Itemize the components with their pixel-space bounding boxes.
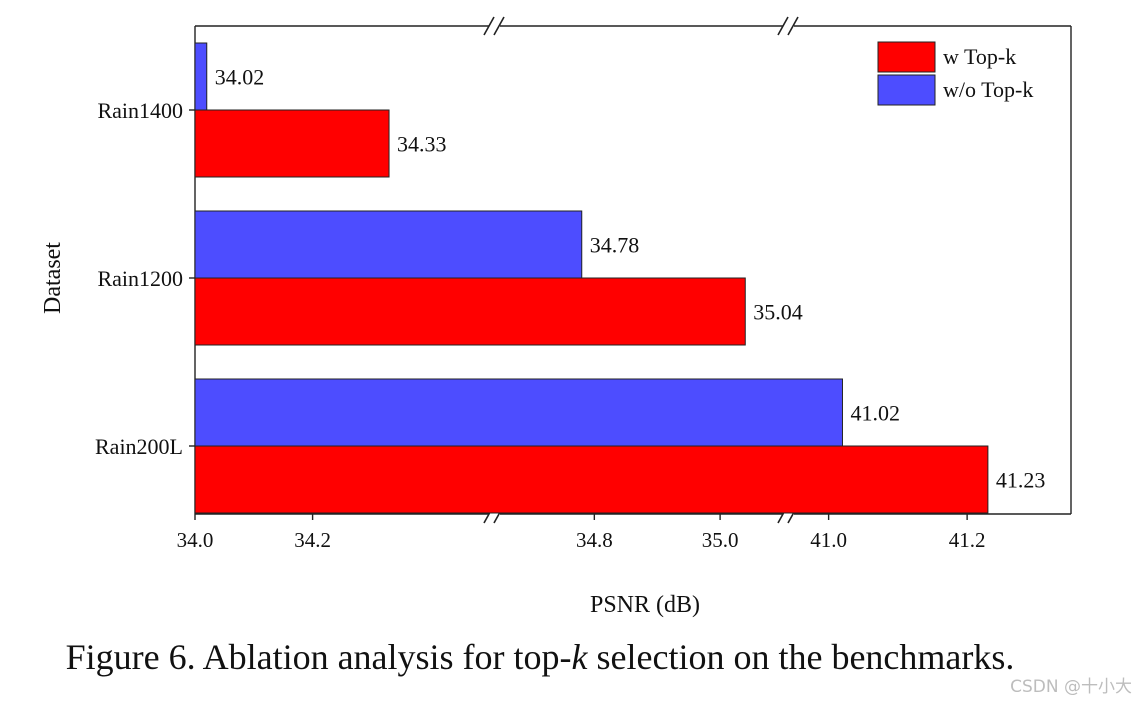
caption-k: k bbox=[571, 637, 588, 677]
bar bbox=[194, 42, 208, 111]
bar-data-label: 41.23 bbox=[996, 468, 1046, 493]
bar bbox=[194, 109, 390, 178]
y-tick-label: Rain200L bbox=[95, 434, 183, 459]
x-tick-label: 41.0 bbox=[810, 528, 847, 552]
axis-break-mark bbox=[777, 16, 789, 36]
bar-chart: 34.02 34.33 Rain1400 34.78 35.04 Rain1200 41.0… bbox=[40, 16, 1072, 618]
watermark-text: CSDN @十小大 bbox=[1010, 677, 1132, 697]
axis-break-mark bbox=[483, 16, 495, 36]
bar-data-label: 34.78 bbox=[590, 233, 640, 258]
axis-break-mark bbox=[787, 16, 799, 36]
bar-data-label: 34.33 bbox=[397, 132, 447, 157]
y-tick-label: Rain1200 bbox=[97, 266, 183, 291]
caption-suffix: selection on the benchmarks. bbox=[587, 637, 1015, 677]
bar-data-label: 41.02 bbox=[850, 401, 900, 426]
x-axis-label: PSNR (dB) bbox=[590, 592, 700, 618]
figure-caption: Figure 6. Ablation analysis for top-k se… bbox=[0, 636, 1080, 678]
bar bbox=[194, 210, 583, 279]
bar bbox=[194, 277, 746, 346]
y-axis-label: Dataset bbox=[40, 242, 66, 314]
caption-prefix: Figure 6. Ablation analysis for top- bbox=[65, 637, 572, 677]
legend-swatch bbox=[877, 74, 936, 106]
bar-data-label: 35.04 bbox=[753, 300, 803, 325]
bar bbox=[194, 445, 989, 514]
x-tick-label: 34.0 bbox=[177, 528, 214, 552]
legend-swatch bbox=[877, 41, 936, 73]
y-tick-label: Rain1400 bbox=[97, 98, 183, 123]
x-tick-label: 41.2 bbox=[949, 528, 986, 552]
x-tick-label: 34.8 bbox=[576, 528, 613, 552]
legend-label: w Top-k bbox=[943, 44, 1016, 69]
x-tick-label: 35.0 bbox=[702, 528, 739, 552]
bar bbox=[194, 378, 843, 447]
x-tick-label: 34.2 bbox=[294, 528, 331, 552]
legend-label: w/o Top-k bbox=[943, 77, 1033, 102]
bar-data-label: 34.02 bbox=[215, 65, 265, 90]
axis-break-mark bbox=[493, 16, 505, 36]
